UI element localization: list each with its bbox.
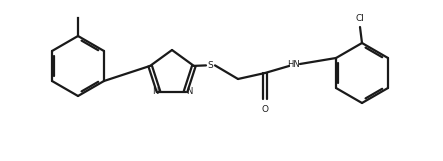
Text: N: N [152,87,158,96]
Text: Cl: Cl [356,14,365,23]
Text: N: N [186,87,192,96]
Text: S: S [207,61,213,70]
Text: HN: HN [287,60,299,68]
Text: O: O [261,105,268,114]
